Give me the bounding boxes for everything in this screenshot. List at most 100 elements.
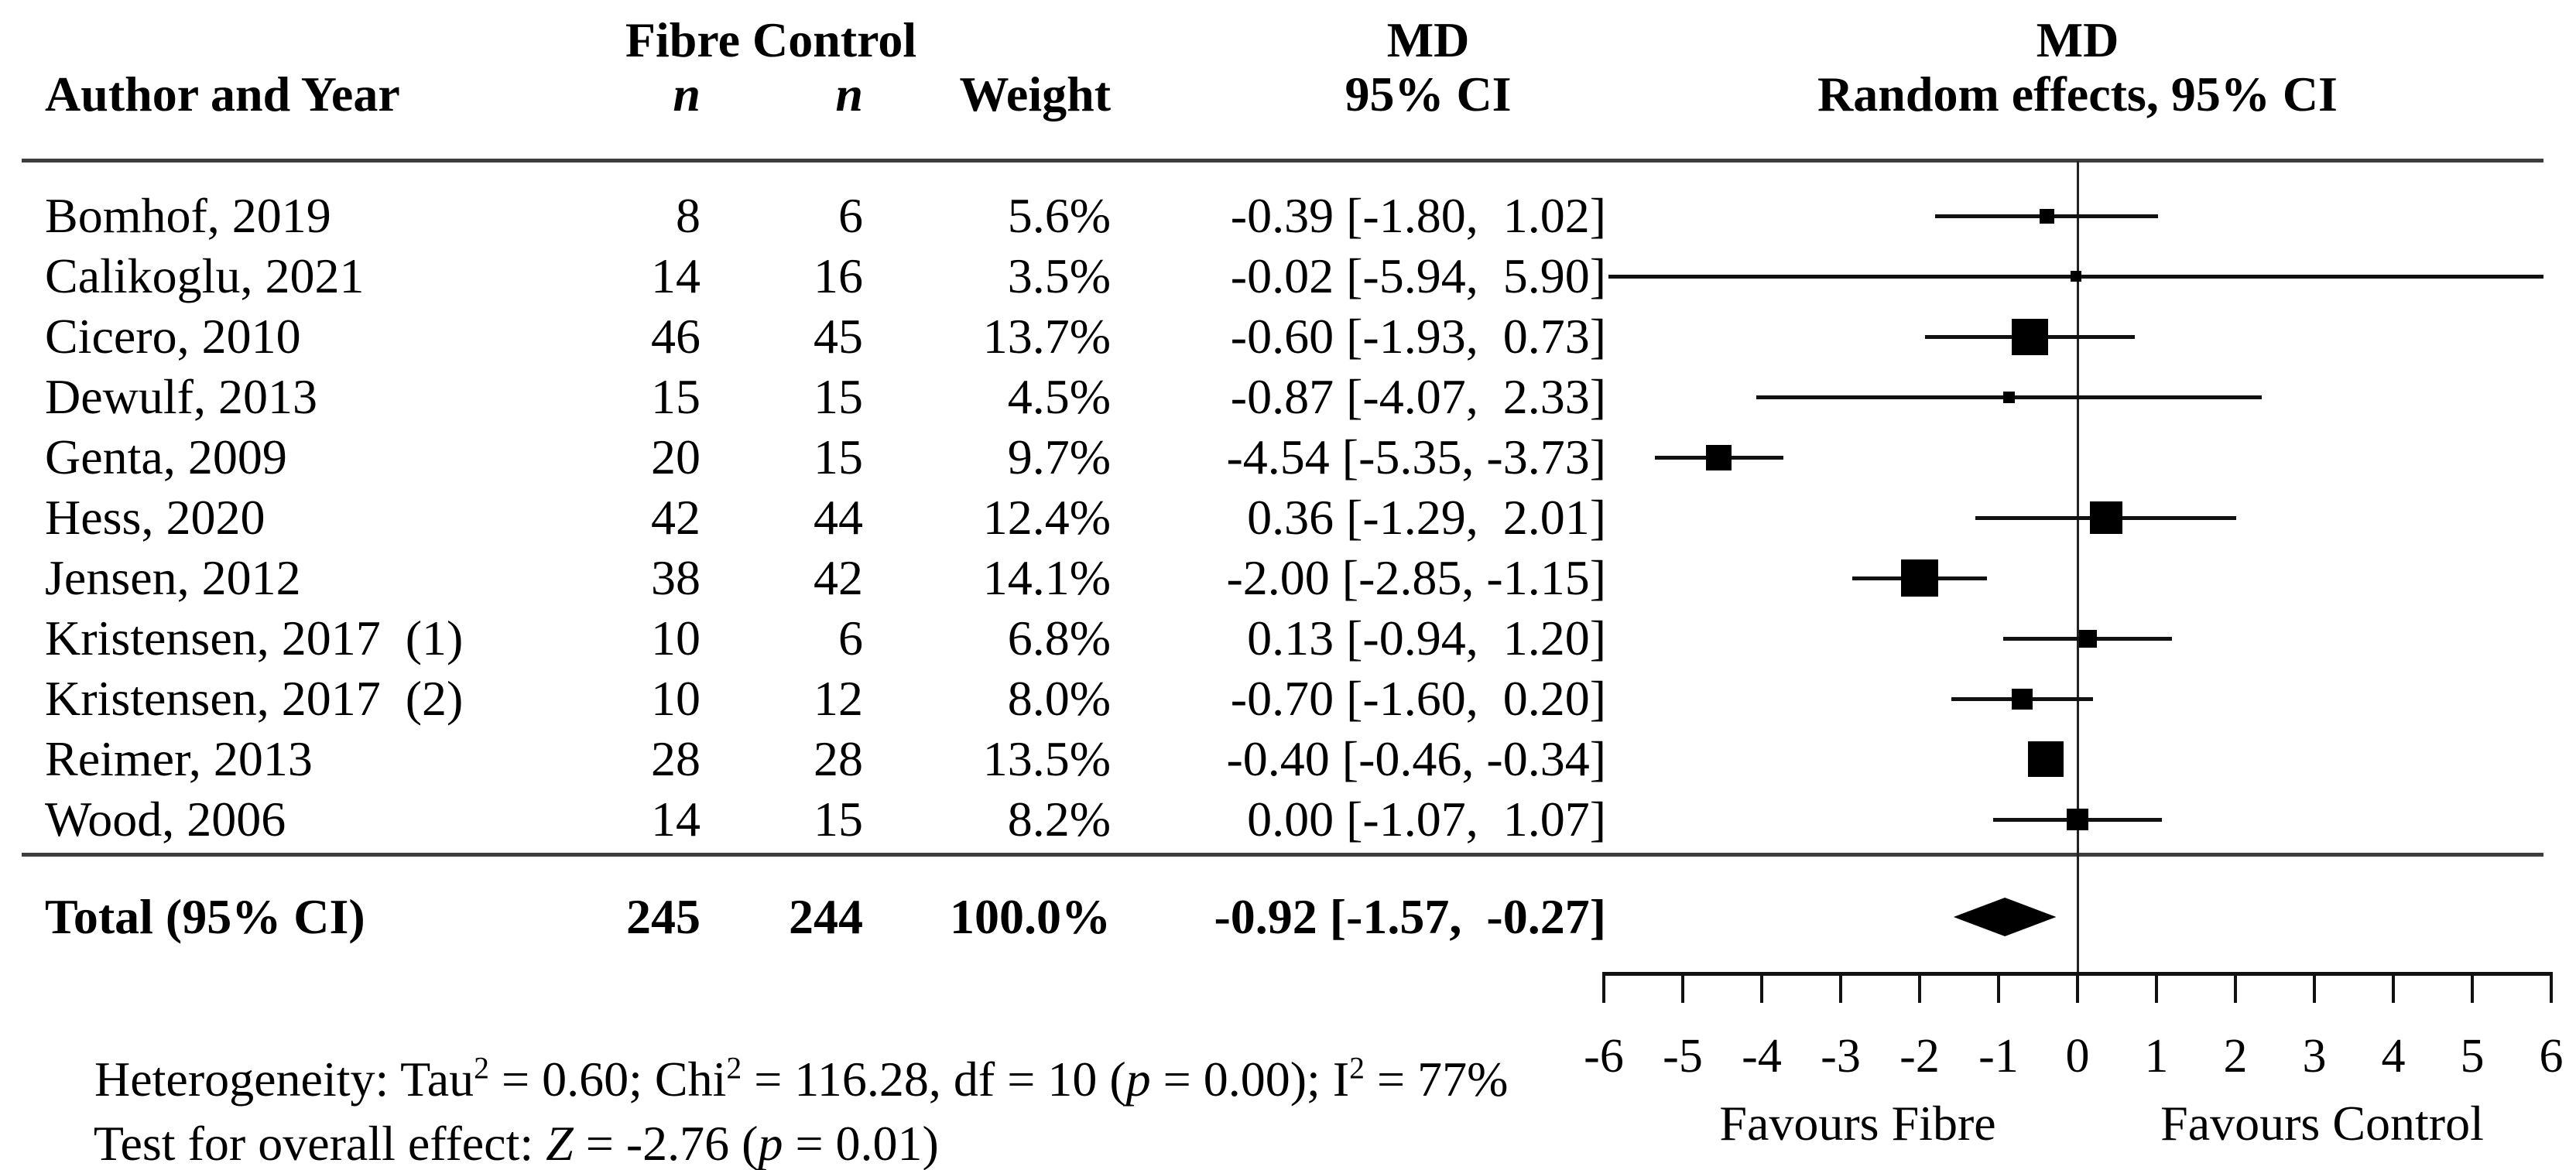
study-weight: 9.7% — [1007, 429, 1111, 484]
study-ci-text: -0.40 [-0.46, -0.34] — [1226, 731, 1606, 786]
axis-tick — [2234, 973, 2237, 1003]
effect-square — [2067, 809, 2088, 830]
plot-column-header-line1: MD — [2036, 12, 2119, 67]
zero-line — [2077, 161, 2079, 973]
study-fibre-n: 14 — [651, 248, 701, 303]
axis-tick — [1839, 973, 1842, 1003]
overall-effect-text: Test for overall effect: Z = -2.76 (p = … — [45, 1051, 939, 1170]
study-fibre-n: 14 — [651, 792, 701, 847]
study-author: Wood, 2006 — [45, 792, 286, 847]
summary-diamond — [1953, 898, 2057, 936]
axis-tick-label: -6 — [1584, 1030, 1624, 1083]
study-ci-text: 0.36 [-1.29, 2.01] — [1247, 490, 1606, 545]
axis-tick — [2155, 973, 2158, 1003]
text-segment: Heterogeneity: Tau — [94, 1052, 474, 1107]
italic-p: p — [758, 1116, 783, 1170]
superscript: 2 — [726, 1051, 742, 1086]
study-author: Calikoglu, 2021 — [45, 248, 365, 303]
study-fibre-n: 20 — [651, 429, 701, 484]
study-weight: 8.0% — [1007, 671, 1111, 726]
study-weight: 4.5% — [1007, 369, 1111, 424]
total-ci-text: -0.92 [-1.57, -0.27] — [1214, 889, 1606, 944]
total-label: Total (95% CI) — [45, 889, 365, 944]
superscript: 2 — [474, 1051, 489, 1086]
total-control-n: 244 — [789, 889, 863, 944]
axis-tick-label: 0 — [2065, 1030, 2090, 1083]
study-author: Reimer, 2013 — [45, 731, 313, 786]
study-ci-text: -2.00 [-2.85, -1.15] — [1226, 550, 1606, 605]
study-control-n: 16 — [814, 248, 863, 303]
effect-square — [2012, 318, 2049, 355]
axis-tick — [1997, 973, 2000, 1003]
study-fibre-n: 10 — [651, 611, 701, 665]
group-header: Fibre Control — [625, 12, 917, 67]
effect-square — [1706, 444, 1732, 470]
weight-column-header: Weight — [959, 67, 1111, 121]
study-weight: 13.7% — [982, 309, 1111, 364]
axis-tick — [2550, 973, 2553, 1003]
study-control-n: 6 — [838, 188, 863, 243]
study-fibre-n: 38 — [651, 550, 701, 605]
study-weight: 3.5% — [1007, 248, 1111, 303]
study-ci-text: 0.13 [-0.94, 1.20] — [1247, 611, 1606, 665]
text-segment: = 77% — [1364, 1052, 1509, 1107]
axis-tick — [1681, 973, 1684, 1003]
study-control-n: 15 — [814, 429, 863, 484]
effect-square — [2028, 741, 2064, 777]
italic-z: Z — [546, 1116, 574, 1170]
study-control-n: 45 — [814, 309, 863, 364]
study-fibre-n: 46 — [651, 309, 701, 364]
control-n-column-header: n — [835, 67, 863, 121]
study-author: Kristensen, 2017 (2) — [45, 671, 464, 726]
text-segment: = 116.28, df = 10 ( — [742, 1052, 1126, 1107]
axis-tick-label: -3 — [1821, 1030, 1861, 1083]
study-fibre-n: 42 — [651, 490, 701, 545]
superscript: 2 — [1349, 1051, 1365, 1086]
study-control-n: 12 — [814, 671, 863, 726]
study-author: Genta, 2009 — [45, 429, 287, 484]
effect-square — [2039, 208, 2054, 224]
study-author: Cicero, 2010 — [45, 309, 301, 364]
md-column-header-line1: MD — [1386, 12, 1470, 67]
study-fibre-n: 15 — [651, 369, 701, 424]
study-ci-text: 0.00 [-1.07, 1.07] — [1247, 792, 1606, 847]
axis-tick-label: -1 — [1978, 1030, 2019, 1083]
study-weight: 12.4% — [982, 490, 1111, 545]
study-fibre-n: 8 — [676, 188, 701, 243]
study-ci-text: -0.02 [-5.94, 5.90] — [1230, 248, 1606, 303]
study-ci-text: -0.87 [-4.07, 2.33] — [1230, 369, 1606, 424]
study-weight: 14.1% — [982, 550, 1111, 605]
study-control-n: 15 — [814, 369, 863, 424]
study-control-n: 15 — [814, 792, 863, 847]
study-ci-text: -0.70 [-1.60, 0.20] — [1230, 671, 1606, 726]
effect-square — [1901, 559, 1938, 597]
heterogeneity-text: Heterogeneity: Tau2 = 0.60; Chi2 = 116.2… — [45, 987, 1508, 1170]
axis-tick — [2313, 973, 2316, 1003]
study-weight: 6.8% — [1007, 611, 1111, 665]
author-column-header: Author and Year — [45, 67, 400, 121]
study-ci-text: -0.60 [-1.93, 0.73] — [1230, 309, 1606, 364]
axis-tick — [2076, 973, 2079, 1003]
text-segment: = -2.76 ( — [573, 1116, 759, 1170]
study-weight: 8.2% — [1007, 792, 1111, 847]
axis-tick-label: 5 — [2460, 1030, 2485, 1083]
study-ci-text: -4.54 [-5.35, -3.73] — [1226, 429, 1606, 484]
axis-tick-label: 2 — [2223, 1030, 2248, 1083]
axis-tick — [1760, 973, 1763, 1003]
effect-square — [2078, 629, 2097, 648]
axis-tick — [1602, 973, 1605, 1003]
study-author: Dewulf, 2013 — [45, 369, 317, 424]
study-control-n: 28 — [814, 731, 863, 786]
header-divider-rule — [22, 159, 2543, 162]
study-author: Kristensen, 2017 (1) — [45, 611, 464, 665]
axis-tick — [1918, 973, 1921, 1003]
effect-square — [2070, 271, 2081, 282]
favours-left-label: Favours Fibre — [1719, 1096, 1996, 1151]
plot-column-header-line2: Random effects, 95% CI — [1817, 67, 2338, 121]
effect-square — [2002, 391, 2015, 403]
axis-tick-label: -5 — [1663, 1030, 1703, 1083]
study-author: Jensen, 2012 — [45, 550, 301, 605]
study-author: Bomhof, 2019 — [45, 188, 331, 243]
total-weight: 100.0% — [950, 889, 1111, 944]
